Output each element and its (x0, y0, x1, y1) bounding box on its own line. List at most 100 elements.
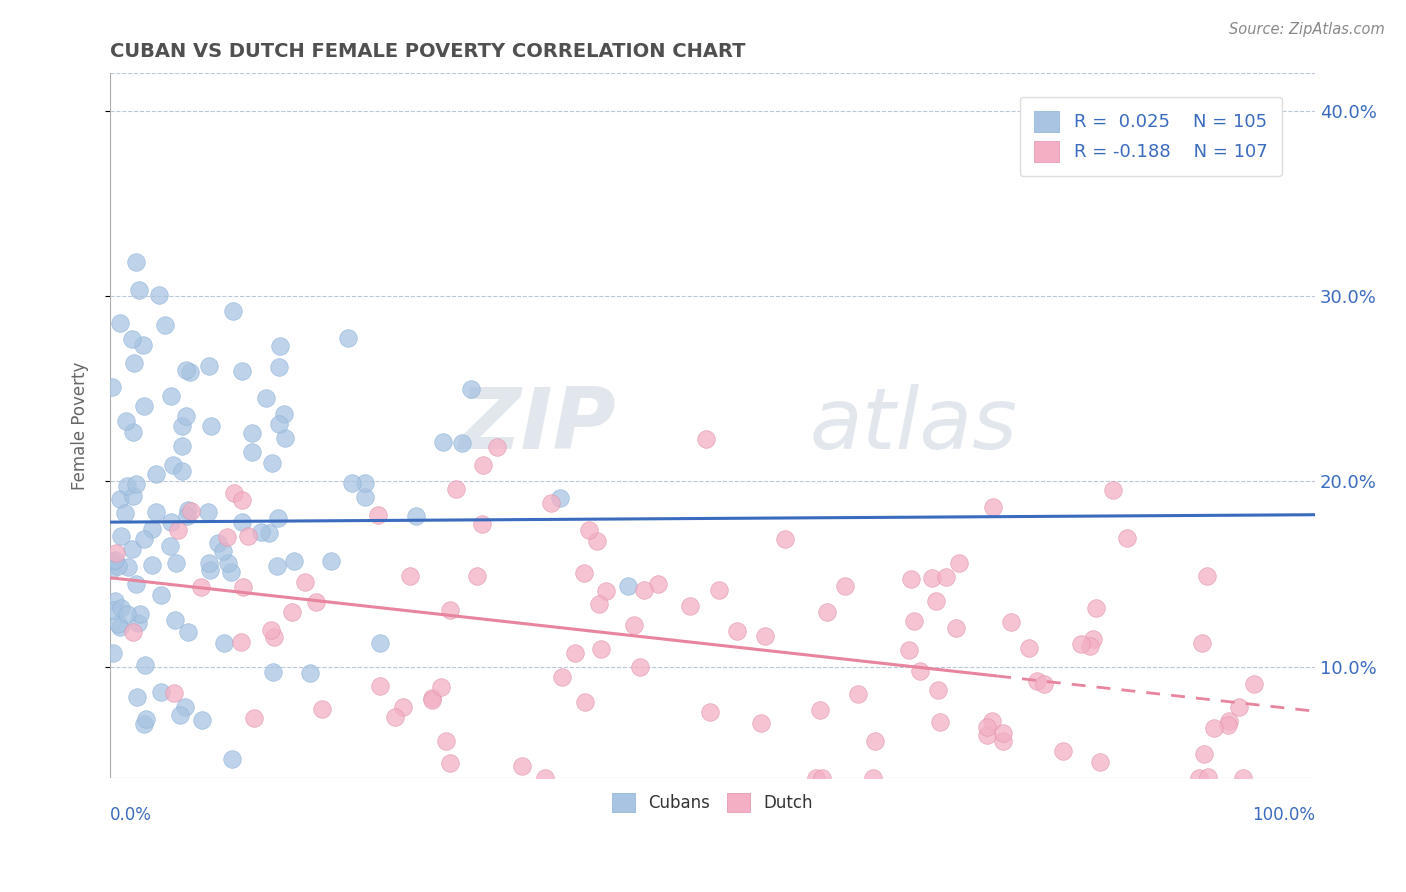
Point (439, 756, 461, 771)
Point (945, 621, 967, 635)
Point (115, 479, 138, 493)
Point (281, 605, 304, 619)
Point (617, 579, 640, 593)
Point (249, 525, 271, 540)
Point (534, 771, 557, 785)
Text: Source: ZipAtlas.com: Source: ZipAtlas.com (1229, 22, 1385, 37)
Point (163, 686, 186, 700)
Point (305, 595, 328, 609)
Point (107, 616, 129, 631)
Point (122, 624, 145, 639)
Point (122, 425, 145, 440)
Point (108, 316, 131, 330)
Point (110, 600, 132, 615)
Point (148, 287, 170, 301)
Point (108, 620, 131, 634)
Point (114, 506, 136, 520)
Text: atlas: atlas (808, 384, 1017, 467)
Point (132, 338, 155, 352)
Point (222, 303, 245, 318)
Point (420, 691, 443, 706)
Point (262, 665, 284, 680)
Point (149, 685, 172, 699)
Point (903, 615, 925, 629)
Point (863, 734, 886, 748)
Point (198, 563, 221, 577)
Point (1197, 770, 1219, 784)
Point (231, 635, 253, 649)
Point (804, 771, 827, 785)
Point (104, 552, 127, 566)
Point (398, 569, 420, 583)
Point (434, 734, 457, 748)
Point (163, 613, 186, 627)
Text: 100.0%: 100.0% (1253, 806, 1315, 824)
Point (260, 457, 283, 471)
Point (460, 382, 482, 396)
Point (125, 690, 148, 704)
Point (1069, 637, 1091, 651)
Y-axis label: Female Poverty: Female Poverty (72, 361, 89, 490)
Point (134, 657, 156, 672)
Point (1081, 632, 1104, 646)
Point (200, 418, 222, 433)
Point (231, 516, 253, 530)
Point (450, 436, 472, 450)
Point (679, 599, 702, 614)
Point (578, 523, 600, 537)
Point (104, 594, 127, 608)
Point (1218, 714, 1240, 729)
Point (145, 505, 167, 519)
Point (101, 646, 124, 660)
Point (811, 771, 834, 785)
Point (1191, 636, 1213, 650)
Text: 0.0%: 0.0% (110, 806, 152, 824)
Point (983, 500, 1005, 514)
Point (980, 714, 1002, 728)
Point (132, 399, 155, 413)
Point (354, 491, 377, 505)
Point (754, 629, 776, 643)
Point (1116, 531, 1139, 545)
Point (510, 758, 533, 772)
Point (1000, 615, 1022, 629)
Point (153, 318, 176, 333)
Point (269, 339, 291, 353)
Point (150, 588, 173, 602)
Point (121, 332, 143, 346)
Point (231, 364, 253, 378)
Point (170, 439, 193, 453)
Point (160, 389, 183, 403)
Point (707, 582, 730, 597)
Point (586, 533, 609, 548)
Point (269, 417, 291, 432)
Point (367, 508, 389, 522)
Point (179, 365, 201, 379)
Point (432, 434, 454, 449)
Point (141, 522, 163, 536)
Point (1102, 483, 1125, 498)
Point (117, 607, 139, 622)
Point (846, 687, 869, 701)
Text: ZIP: ZIP (458, 384, 616, 467)
Point (122, 356, 145, 370)
Point (1085, 600, 1108, 615)
Point (224, 486, 246, 500)
Text: CUBAN VS DUTCH FEMALE POVERTY CORRELATION CHART: CUBAN VS DUTCH FEMALE POVERTY CORRELATIO… (110, 42, 745, 61)
Point (925, 594, 948, 608)
Point (589, 641, 612, 656)
Legend: Cubans, Dutch: Cubans, Dutch (606, 787, 820, 819)
Point (921, 571, 943, 585)
Point (162, 458, 184, 472)
Point (430, 680, 453, 694)
Point (392, 700, 415, 714)
Point (134, 717, 156, 731)
Point (176, 509, 198, 524)
Point (207, 535, 229, 549)
Point (198, 557, 221, 571)
Point (695, 432, 717, 446)
Point (145, 467, 167, 482)
Point (266, 558, 288, 573)
Point (862, 771, 884, 785)
Point (1192, 747, 1215, 761)
